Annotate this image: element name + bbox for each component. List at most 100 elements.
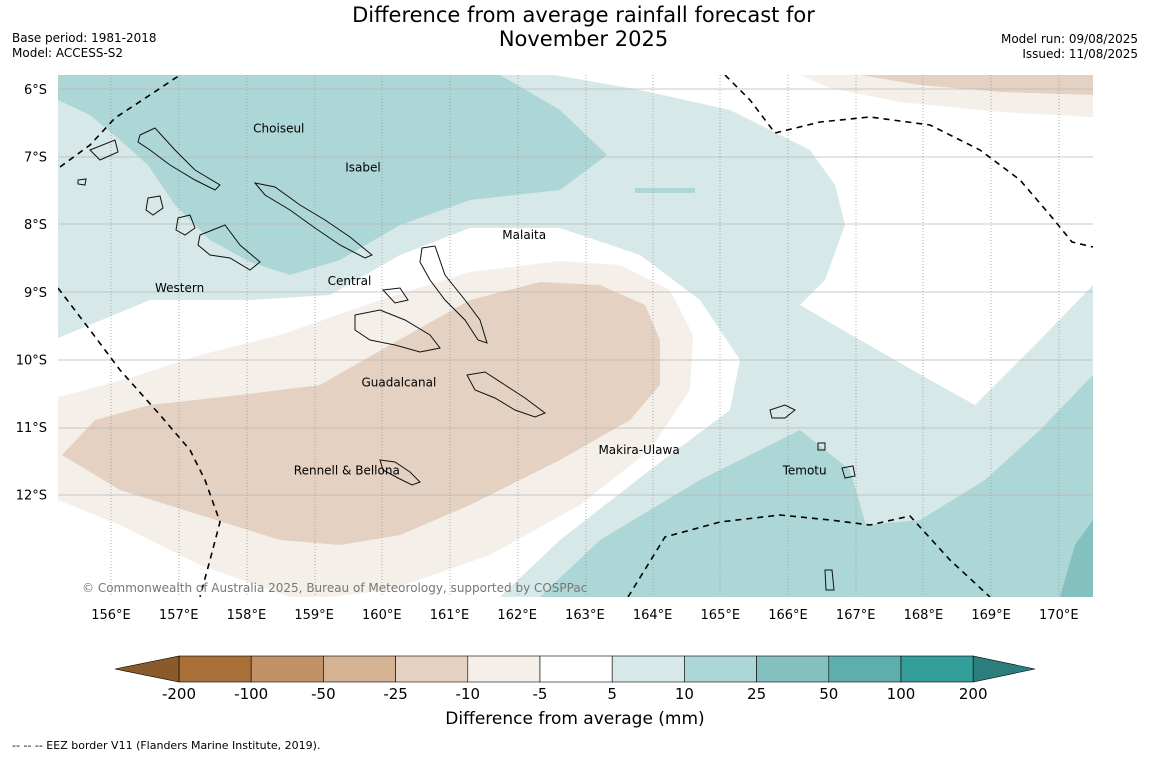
model-run: Model run: 09/08/2025 (1000, 32, 1138, 46)
colorbar-tick-label: -100 (234, 685, 268, 703)
colorbar-tick-label: 25 (747, 685, 766, 703)
meta-left: Base period: 1981-2018 Model: ACCESS-S2 (12, 31, 157, 61)
lat-tick-label: 7°S (24, 151, 47, 166)
colorbar-tick-label: 100 (887, 685, 916, 703)
colorbar-title: Difference from average (mm) (445, 709, 705, 729)
lon-tick-label: 156°E (91, 608, 131, 623)
colorbar-swatch (684, 655, 757, 683)
eez-border (59, 75, 181, 168)
place-label: Rennell & Bellona (294, 463, 400, 477)
island-makira (466, 371, 547, 418)
rainfall-anomaly-field: © Commonwealth of Australia 2025, Bureau… (58, 75, 1093, 597)
colorbar-tick-label: -50 (311, 685, 336, 703)
lat-tick-label: 8°S (24, 218, 47, 233)
colorbar-swatch (467, 655, 541, 683)
lat-tick-label: 6°S (24, 83, 47, 98)
lon-axis-labels: 156°E 157°E 158°E 159°E 160°E 161°E 162°E 163°E… (91, 608, 1078, 623)
colorbar-extend-low (114, 655, 180, 683)
contour-wet-10-25 (58, 75, 607, 275)
colorbar-tick-label: -10 (456, 685, 481, 703)
island-vella (145, 195, 164, 216)
contour-wet-10-25-east (540, 375, 1093, 597)
colorbar-swatch (756, 655, 830, 683)
island-guadalcanal (354, 309, 441, 353)
lon-tick-label: 162°E (497, 608, 537, 623)
colorbar-swatch (178, 655, 252, 683)
colorbar-swatch (828, 655, 902, 683)
lon-tick-label: 164°E (633, 608, 673, 623)
colorbar-swatch (250, 655, 324, 683)
island-vanikoro (817, 442, 826, 451)
title-line-1: Difference from average rainfall forecas… (352, 3, 815, 27)
place-label: Choiseul (253, 121, 304, 135)
model-name: Model: ACCESS-S2 (12, 46, 124, 60)
place-label: Malaita (502, 228, 546, 242)
contour-wet-patch (635, 188, 695, 193)
colorbar-swatch (539, 655, 613, 683)
map-title: Difference from average rainfall forecas… (300, 3, 867, 51)
lon-tick-label: 159°E (294, 608, 334, 623)
lat-tick-label: 10°S (16, 353, 47, 368)
island-nggela (381, 287, 409, 304)
lon-tick-label: 161°E (430, 608, 470, 623)
colorbar-swatch (323, 655, 396, 683)
lon-tick-label: 169°E (971, 608, 1011, 623)
colorbar-tick-label: 10 (675, 685, 694, 703)
colorbar-swatch (395, 655, 469, 683)
footnote: -- -- -- EEZ border V11 (Flanders Marine… (12, 739, 321, 752)
eez-border (627, 514, 991, 597)
place-labels: Choiseul Isabel Malaita Central Western Guada… (155, 121, 827, 477)
lon-tick-label: 170°E (1039, 608, 1079, 623)
lat-gridlines (58, 88, 1093, 496)
place-label: Isabel (345, 160, 380, 174)
eez-border (724, 75, 1093, 248)
lon-tick-label: 168°E (904, 608, 944, 623)
copyright-text: © Commonwealth of Australia 2025, Bureau… (82, 581, 587, 595)
lat-axis-labels: 6°S 7°S 8°S 9°S 10°S 11°S 12°S (16, 83, 47, 504)
meta-right: Model run: 09/08/2025 Issued: 11/08/2025 (1001, 32, 1138, 62)
island-choiseul (137, 127, 221, 191)
lat-tick-label: 11°S (16, 421, 47, 436)
island-rennell (379, 459, 421, 486)
base-period: Base period: 1981-2018 (12, 31, 157, 45)
island-malaita (419, 245, 488, 344)
colorbar-tick-label: -5 (533, 685, 548, 703)
place-label: Central (328, 274, 372, 288)
island-utupua (841, 465, 856, 479)
place-label: Temotu (782, 463, 827, 477)
colorbar-tick-label: 5 (607, 685, 617, 703)
lon-tick-label: 163°E (565, 608, 605, 623)
issued-date: Issued: 11/08/2025 (1022, 47, 1138, 61)
island-small (824, 569, 835, 591)
contour-dry-ne-inner (860, 75, 1093, 95)
island-small (77, 178, 87, 186)
place-label: Western (155, 281, 204, 295)
island-isabel (253, 182, 373, 259)
colorbar-extend-high (972, 655, 1036, 683)
colorbar: -200 -100 -50 -25 -10 -5 5 10 25 50 100 200 (114, 655, 1036, 703)
colorbar-tick-label: 200 (959, 685, 988, 703)
island-ndeni (769, 404, 796, 419)
title-line-2: November 2025 (498, 27, 669, 51)
island-shortland (89, 139, 119, 161)
lon-tick-label: 160°E (362, 608, 402, 623)
lon-tick-label: 158°E (227, 608, 267, 623)
colorbar-tick-label: -200 (162, 685, 196, 703)
lat-tick-label: 12°S (16, 489, 47, 504)
coastlines (77, 127, 856, 591)
lon-tick-label: 157°E (159, 608, 199, 623)
eez-borders (58, 75, 1093, 597)
lon-tick-label: 167°E (836, 608, 876, 623)
lon-tick-label: 165°E (701, 608, 741, 623)
colorbar-tick-label: 50 (819, 685, 838, 703)
lon-tick-label: 166°E (768, 608, 808, 623)
eez-border (58, 287, 221, 597)
place-label: Makira-Ulawa (598, 443, 679, 457)
place-label: Guadalcanal (361, 375, 436, 389)
contour-dry-10-25 (62, 282, 660, 545)
contour-wet-25-50 (1060, 520, 1093, 597)
lon-gridlines (110, 75, 1060, 597)
colorbar-swatch (611, 655, 685, 683)
lat-tick-label: 9°S (24, 286, 47, 301)
